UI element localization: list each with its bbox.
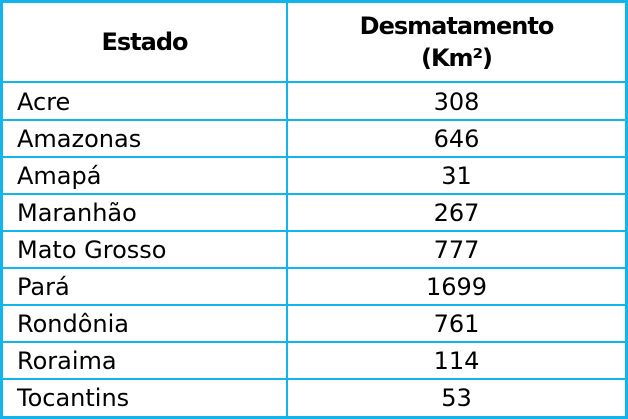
deforestation-value: 646	[433, 124, 480, 153]
header-unit: (Km²)	[420, 44, 493, 72]
row-divider	[3, 341, 625, 343]
deforestation-value: 31	[441, 161, 472, 190]
deforestation-value: 53	[441, 383, 472, 412]
header-state: Estado	[101, 28, 188, 56]
row-divider	[3, 119, 625, 121]
deforestation-value: 308	[433, 87, 480, 116]
row-divider	[3, 304, 625, 306]
state-name: Rondônia	[17, 309, 129, 338]
deforestation-value: 114	[433, 346, 480, 375]
deforestation-value: 267	[433, 198, 480, 227]
state-name: Maranhão	[17, 198, 137, 227]
header-cell: Desmatamento (Km²)	[288, 3, 625, 81]
state-name: Amazonas	[17, 124, 142, 153]
row-divider	[3, 267, 625, 269]
state-name: Pará	[17, 272, 70, 301]
state-name: Mato Grosso	[17, 235, 167, 264]
state-name: Tocantins	[17, 383, 130, 412]
row-divider	[3, 156, 625, 158]
row-divider	[3, 81, 625, 83]
deforestation-value: 1699	[425, 272, 488, 301]
header-cell: Estado	[3, 3, 286, 81]
deforestation-value: 777	[433, 235, 480, 264]
row-divider	[3, 193, 625, 195]
header-deforestation: Desmatamento	[359, 12, 555, 40]
state-name: Roraima	[17, 346, 117, 375]
row-divider	[3, 230, 625, 232]
deforestation-value: 761	[433, 309, 480, 338]
state-name: Amapá	[17, 161, 102, 190]
row-divider	[3, 378, 625, 380]
column-divider	[286, 3, 288, 416]
state-name: Acre	[17, 87, 71, 116]
